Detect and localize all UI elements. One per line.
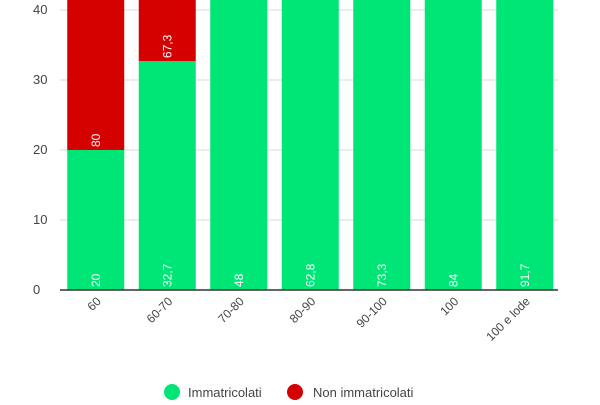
x-tick-label: 80-90 xyxy=(287,294,319,326)
bar-data-label: 62,8 xyxy=(303,263,317,287)
bar-data-label: 73,3 xyxy=(375,263,389,287)
bar-non-immatricolati xyxy=(138,0,196,62)
legend-swatch xyxy=(287,384,303,400)
legend-swatch xyxy=(164,384,180,400)
bar-immatricolati xyxy=(210,0,268,290)
legend-label: Immatricolati xyxy=(188,385,262,400)
bar-data-label: 20 xyxy=(89,273,103,287)
y-tick-label: 0 xyxy=(33,282,40,297)
x-tick-label: 90-100 xyxy=(354,294,391,331)
bar-immatricolati xyxy=(67,150,125,290)
legend-label: Non immatricolati xyxy=(313,385,414,400)
bar-data-label: 67,3 xyxy=(160,34,174,58)
x-tick-label: 70-80 xyxy=(215,294,247,326)
y-tick-label: 40 xyxy=(33,2,47,17)
x-tick-label: 60 xyxy=(85,294,105,314)
bar-immatricolati xyxy=(496,0,554,290)
x-tick-label: 100 e lode xyxy=(483,294,533,344)
bar-immatricolati xyxy=(138,61,196,290)
bar-data-label: 80 xyxy=(89,133,103,147)
x-tick-label: 100 xyxy=(437,294,461,318)
bar-non-immatricolati xyxy=(67,0,125,150)
bar-data-label: 48 xyxy=(232,273,246,287)
x-tick-label: 60-70 xyxy=(144,294,176,326)
y-tick-label: 30 xyxy=(33,72,47,87)
bar-data-label: 32,7 xyxy=(160,263,174,287)
y-tick-label: 10 xyxy=(33,212,47,227)
bar-data-label: 91,7 xyxy=(518,263,532,287)
bar-immatricolati xyxy=(353,0,411,290)
bar-immatricolati xyxy=(281,0,339,290)
y-tick-label: 20 xyxy=(33,142,47,157)
bar-immatricolati xyxy=(424,0,482,290)
bar-data-label: 84 xyxy=(446,273,460,287)
